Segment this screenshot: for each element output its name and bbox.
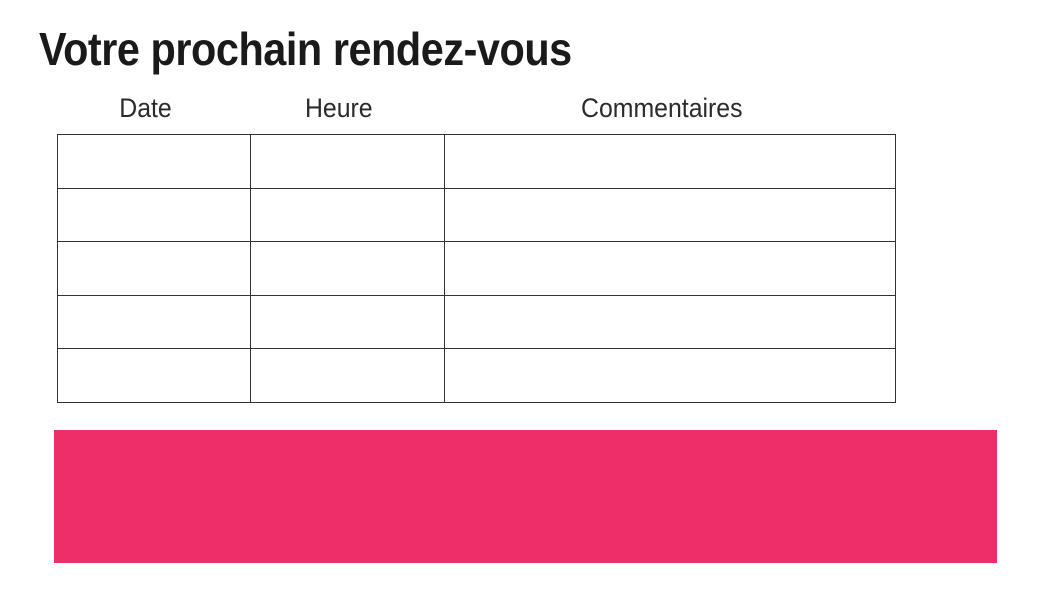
cell-commentaires [444, 187, 896, 242]
cell-heure [250, 348, 445, 403]
table-row [57, 294, 896, 349]
table-row [57, 241, 896, 296]
table-row [57, 134, 896, 189]
appointments-table-body [57, 134, 896, 403]
column-header-heure-label: Heure [305, 93, 373, 123]
cell-commentaires [444, 348, 896, 403]
appointments-table [57, 134, 896, 403]
column-header-commentaires: Commentaires [436, 93, 887, 124]
table-header-row: Date Heure Commentaires [49, 93, 887, 124]
cell-date [57, 294, 251, 349]
table-row [57, 348, 896, 403]
column-header-date-label: Date [119, 93, 172, 123]
cell-heure [250, 187, 445, 242]
cell-heure [250, 294, 445, 349]
column-header-date: Date [49, 93, 242, 124]
cell-heure [250, 134, 445, 189]
cell-date [57, 134, 251, 189]
table-row [57, 187, 896, 242]
cell-commentaires [444, 294, 896, 349]
cell-heure [250, 241, 445, 296]
cell-commentaires [444, 241, 896, 296]
cell-date [57, 187, 251, 242]
cell-date [57, 348, 251, 403]
column-header-commentaires-label: Commentaires [580, 93, 743, 123]
cell-commentaires [444, 134, 896, 189]
cell-date [57, 241, 251, 296]
column-header-heure: Heure [242, 93, 436, 124]
appointment-banner [54, 430, 997, 563]
page-title: Votre prochain rendez-vous [39, 23, 572, 75]
